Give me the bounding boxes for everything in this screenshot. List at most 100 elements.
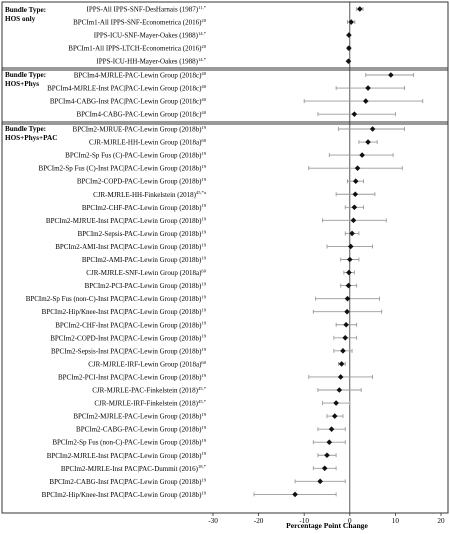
study-label-superscript: 19: [201, 477, 206, 482]
estimate-marker: [338, 361, 345, 367]
study-label-text: BPCIm4-CABG-PAC-Lewin Group (2018c): [76, 111, 202, 119]
x-tick-label: -10: [299, 517, 309, 525]
study-label-superscript: 19: [201, 282, 206, 287]
study-label-text: BPCIm2-MJRLE-Inst PAC|PAC-Dummit (2016): [61, 465, 199, 473]
estimate-marker: [348, 19, 354, 25]
study-label-superscript: 19: [201, 425, 206, 430]
study-label: BPCIm1-All IPPS-SNF-Econometrica (2016)2…: [73, 18, 207, 27]
study-label: IPPS-All IPPS-SNF-DesHarnais (1987)11,*: [87, 5, 207, 14]
estimate-marker: [344, 295, 351, 302]
study-label-text: BPCIm2-Sp Fus (C)-PAC-Lewin Group (2018b…: [65, 152, 202, 160]
study-label-superscript: 45,*a: [196, 190, 206, 196]
study-label: BPCIm2-COPD-PAC-Lewin Group (2018b)19: [77, 177, 207, 186]
study-label-text: BPCIm2-PCI-Inst PAC|PAC-Lewin Group (201…: [58, 373, 202, 381]
study-label: BPCIm2-MJRUE-Inst PAC|PAC-Lewin Group (2…: [46, 216, 207, 225]
study-label-text: BPCIm2-CABG-Inst PAC|PAC-Lewin Group (20…: [49, 478, 202, 486]
study-label: BPCIm2-CHF-Inst PAC|PAC-Lewin Group (201…: [55, 321, 206, 330]
estimate-marker: [357, 6, 363, 12]
study-label-text: BPCIm2-AMI-Inst PAC|PAC-Lewin Group (201…: [55, 243, 202, 251]
study-label-superscript: 19: [201, 321, 206, 326]
study-label-text: BPCIm4-CABG-Inst PAC|PAC-Lewin Group (20…: [50, 98, 202, 106]
study-label-superscript: 40: [201, 71, 206, 76]
estimate-marker: [346, 32, 352, 38]
study-label-superscript: 20: [201, 44, 206, 49]
x-tick-label: 10: [392, 517, 400, 525]
study-label-superscript: 19: [201, 347, 206, 352]
study-label: BPCIm2-Hip/Knee-Inst PAC|PAC-Lewin Group…: [42, 490, 207, 499]
group-label-line: Bundle Type:: [5, 125, 46, 133]
estimate-marker: [344, 308, 350, 315]
study-label: BPCIm2-CABG-Inst PAC|PAC-Lewin Group (20…: [49, 477, 206, 486]
study-label-superscript: 60: [201, 268, 206, 273]
study-label: IPPS-ICU-SNF-Mayer-Oakes (1988)14,*: [94, 31, 207, 40]
study-label: BPCIm2-Sp Fus (C)-Inst PAC|PAC-Lewin Gro…: [39, 164, 207, 173]
group-label-line: Bundle Type:: [5, 71, 46, 79]
study-label-superscript: 11,*: [198, 5, 207, 11]
estimate-marker: [352, 178, 359, 184]
study-label-superscript: 19: [201, 242, 206, 247]
study-label-text: BPCIm2-Sp Fus (non-C)-Inst PAC|PAC-Lewin…: [26, 295, 202, 303]
study-label-text: IPPS-ICU-SNF-Mayer-Oakes (1988): [94, 32, 199, 40]
study-label: BPCIm2-AMI-PAC-Lewin Group (2018b)19: [82, 255, 207, 264]
study-label: BPCIm2-PCI-Inst PAC|PAC-Lewin Group (201…: [58, 373, 207, 382]
study-label-superscript: 19: [201, 229, 206, 234]
study-label-superscript: 19: [201, 438, 206, 443]
study-label-text: CJR-MJRLE-SNF-Lewin Group (2018a): [86, 269, 202, 277]
study-label-text: IPPS-All IPPS-SNF-DesHarnais (1987): [87, 6, 199, 14]
study-label: CJR-MJRLE-IRF-Lewin Group (2018a)60: [88, 360, 206, 369]
study-label-superscript: 14,*: [198, 57, 207, 63]
study-label: BPCIm2-Sepsis-Inst PAC|PAC-Lewin Group (…: [51, 347, 207, 356]
group-label-line: Bundle Type:: [5, 6, 46, 14]
study-label: CJR-MJRLE-IRF-Finkelstein (2018)45,*: [94, 399, 206, 408]
estimate-marker: [328, 426, 335, 432]
study-label-text: BPCIm2-PCI-PAC-Lewin Group (2018b): [85, 282, 202, 290]
point-estimates: [292, 6, 394, 498]
study-label-superscript: 45,*: [198, 399, 207, 405]
estimate-marker: [388, 72, 394, 78]
study-label-superscript: 19: [201, 412, 206, 417]
estimate-marker: [342, 335, 349, 341]
estimate-marker: [359, 152, 365, 158]
confidence-intervals: [253, 7, 424, 497]
plot-border: [1, 1, 449, 514]
study-label-text: IPPS-ICU-HH-Mayer-Oakes (1988): [96, 58, 198, 66]
estimate-marker: [350, 217, 357, 224]
group-label-line: HOS only: [5, 15, 36, 23]
study-label-superscript: 40: [201, 110, 206, 115]
estimate-marker: [351, 111, 358, 117]
study-label-text: CJR-MJRLE-HH-Finkelstein (2018): [93, 191, 197, 199]
estimate-marker: [337, 374, 344, 380]
study-label: BPCIm2-MJRUE-PAC-Lewin Group (2018b)19: [73, 125, 207, 134]
study-label-text: CJR-MJRLE-IRF-Lewin Group (2018a): [88, 360, 202, 368]
study-label: BPCIm2-Sp Fus (C)-PAC-Lewin Group (2018b…: [65, 151, 207, 160]
study-label-text: CJR-MJRLE-PAC-Finkelstein (2018): [92, 387, 198, 395]
estimate-marker: [346, 45, 352, 51]
study-labels: IPPS-All IPPS-SNF-DesHarnais (1987)11,* B…: [26, 5, 207, 499]
estimate-marker: [343, 321, 349, 328]
study-label-text: BPCIm2-MJRUE-PAC-Lewin Group (2018b): [73, 126, 203, 134]
study-label-superscript: 20: [201, 18, 206, 23]
study-label-superscript: 45,*: [198, 386, 207, 392]
study-label-superscript: 19: [201, 451, 206, 456]
study-label-text: BPCIm2-Sp Fus (non-C)-PAC-Lewin Group (2…: [52, 439, 202, 447]
estimate-marker: [324, 452, 330, 459]
study-label-text: BPCIm2-CHF-Inst PAC|PAC-Lewin Group (201…: [55, 321, 202, 329]
study-label-superscript: 19: [201, 216, 206, 221]
study-label-superscript: 60: [201, 138, 206, 143]
study-label: BPCIm4-CABG-Inst PAC|PAC-Lewin Group (20…: [50, 97, 207, 106]
study-label: BPCIm2-Sepsis-PAC-Lewin Group (2018b)19: [78, 229, 207, 238]
study-label-text: BPCIm4-MJRLE-PAC-Lewin Group (2018c): [74, 72, 202, 80]
estimate-marker: [346, 269, 352, 276]
study-label-superscript: 19: [201, 490, 206, 495]
study-label: BPCIm2-Sp Fus (non-C)-PAC-Lewin Group (2…: [52, 438, 206, 447]
estimate-marker: [347, 256, 353, 263]
study-label-superscript: 14,*: [198, 31, 207, 37]
study-label: CJR-MJRLE-PAC-Finkelstein (2018)45,*: [92, 386, 206, 395]
study-label-superscript: 18,*: [198, 464, 207, 470]
estimate-marker: [349, 230, 355, 237]
study-label-superscript: 19: [201, 255, 206, 260]
study-label-superscript: 19: [201, 308, 206, 313]
study-label-superscript: 19: [201, 334, 206, 339]
